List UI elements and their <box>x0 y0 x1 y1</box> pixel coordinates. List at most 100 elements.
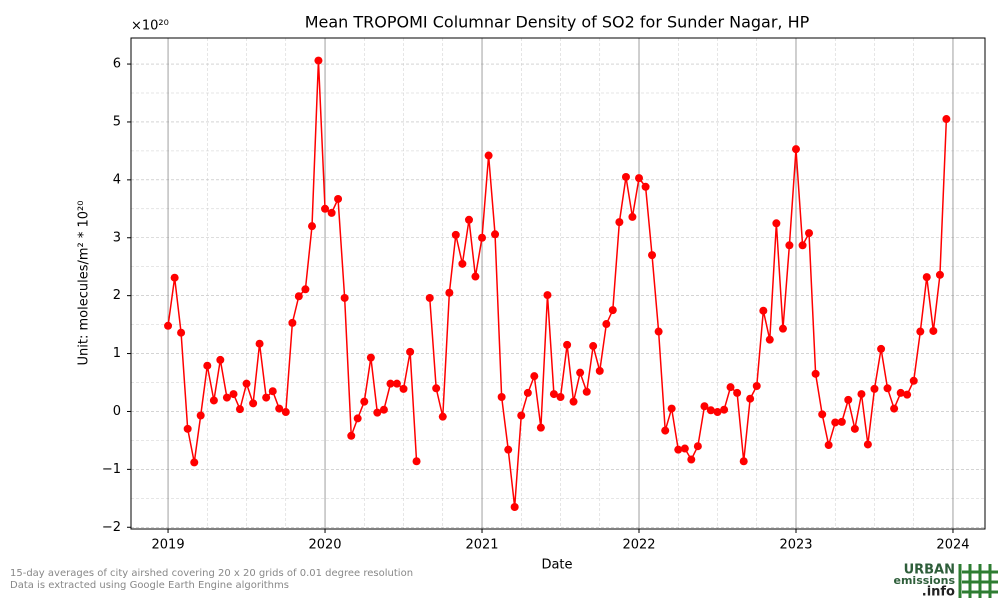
data-point <box>249 399 258 408</box>
data-point <box>549 390 558 399</box>
data-point <box>811 369 820 378</box>
data-point <box>445 288 454 297</box>
data-point <box>733 388 742 397</box>
data-point <box>235 405 244 414</box>
data-point <box>661 426 670 435</box>
data-point <box>281 408 290 417</box>
y-tick-label: 5 <box>113 114 121 129</box>
logo-text: emissions <box>894 574 956 587</box>
data-point <box>648 251 657 260</box>
data-point <box>530 372 539 381</box>
data-point <box>478 233 487 242</box>
data-point <box>674 445 683 454</box>
grid <box>131 38 985 529</box>
data-point <box>288 318 297 327</box>
logo-text: URBAN <box>904 563 955 578</box>
data-point <box>556 392 565 401</box>
data-point <box>857 390 866 399</box>
data-point <box>877 344 886 353</box>
y-axis-label: Unit: molecules/m² * 10²⁰ <box>77 201 92 366</box>
data-point <box>752 381 761 390</box>
data-point <box>497 392 506 401</box>
data-point <box>563 340 572 349</box>
data-point <box>935 270 944 279</box>
data-point <box>713 408 722 417</box>
data-point <box>654 327 663 336</box>
data-point <box>883 384 892 393</box>
data-point <box>621 172 630 181</box>
data-point <box>301 285 310 294</box>
data-point <box>347 431 356 440</box>
data-point <box>726 383 735 392</box>
data-point <box>491 230 500 239</box>
data-point <box>759 306 768 315</box>
data-point <box>942 115 951 124</box>
data-point <box>360 397 369 406</box>
data-point <box>785 241 794 250</box>
data-point <box>471 272 480 281</box>
data-point <box>569 397 578 406</box>
data-point <box>216 355 225 364</box>
footnote: Data is extracted using Google Earth Eng… <box>10 580 289 591</box>
x-tick-label: 2024 <box>936 538 969 553</box>
data-point <box>392 379 401 388</box>
y-tick-label: −2 <box>102 520 121 535</box>
data-point <box>399 384 408 393</box>
data-point <box>778 324 787 333</box>
data-point <box>641 182 650 191</box>
data-point <box>765 335 774 344</box>
data-point <box>464 215 473 224</box>
data-point <box>615 218 624 227</box>
data-point <box>425 293 434 302</box>
data-point <box>896 388 905 397</box>
data-point <box>595 366 604 375</box>
data-point <box>746 394 755 403</box>
data-point <box>667 404 676 413</box>
data-point <box>628 212 637 221</box>
data-point <box>706 406 715 415</box>
data-point <box>805 229 814 238</box>
x-tick-label: 2021 <box>465 538 498 553</box>
x-tick-label: 2019 <box>152 538 185 553</box>
data-point <box>366 353 375 362</box>
data-point <box>739 457 748 466</box>
data-point <box>242 379 251 388</box>
data-point <box>222 393 231 402</box>
data-point <box>772 219 781 228</box>
data-point <box>164 321 173 330</box>
data-point <box>582 387 591 396</box>
data-point <box>693 442 702 451</box>
data-point <box>589 342 598 351</box>
data-point <box>909 376 918 385</box>
data-point <box>321 204 330 213</box>
x-tick-label: 2022 <box>622 538 655 553</box>
data-point <box>196 411 205 420</box>
data-point <box>334 194 343 203</box>
data-point <box>916 327 925 336</box>
x-tick-label: 2023 <box>779 538 812 553</box>
y-offset-text: ×10²⁰ <box>131 19 169 34</box>
y-tick-label: 4 <box>113 172 121 187</box>
plot-frame <box>130 37 986 530</box>
plot <box>164 56 951 511</box>
footnote: 15-day averages of city airshed covering… <box>10 568 413 579</box>
data-point <box>373 408 382 417</box>
data-point <box>412 457 421 466</box>
data-point <box>929 326 938 335</box>
data-point <box>484 151 493 160</box>
data-point <box>406 347 415 356</box>
y-tick-label: 3 <box>113 230 121 245</box>
data-point <box>831 418 840 427</box>
data-point <box>229 390 238 399</box>
y-tick-label: 6 <box>113 57 121 72</box>
data-point <box>890 404 899 413</box>
series-line <box>428 119 948 508</box>
data-point <box>262 393 271 402</box>
x-axis-label: Date <box>541 558 572 573</box>
x-tick-label: 2020 <box>308 538 341 553</box>
data-point <box>177 328 186 337</box>
data-point <box>451 230 460 239</box>
data-point <box>844 395 853 404</box>
data-point <box>268 387 277 396</box>
